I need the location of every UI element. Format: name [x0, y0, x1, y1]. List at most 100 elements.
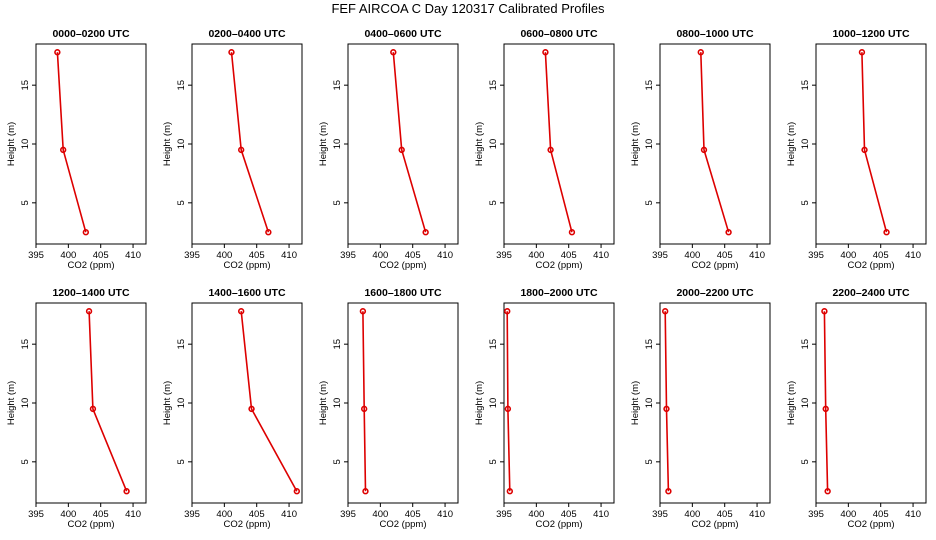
panel-1-plot-frame — [35, 43, 147, 245]
panel-1-xtick-label: 405 — [93, 250, 109, 261]
panel-12-ylabel: Height (m) — [786, 381, 797, 425]
panel-11-profile-line — [664, 311, 670, 492]
panel-11-xtick-label: 400 — [684, 509, 700, 520]
panel-1-profile-line — [56, 52, 87, 233]
panel-1-xtick-label: 395 — [28, 250, 44, 261]
panel-3-xtick-label: 405 — [405, 250, 421, 261]
panel-2-data-point — [228, 49, 235, 56]
panel-1-data-point — [54, 49, 61, 56]
panel-10-data-point — [504, 308, 511, 315]
panel-5-ytick-label: 5 — [644, 200, 655, 205]
panel-12-data-point — [824, 488, 831, 495]
panel-8-ytick-label: 10 — [176, 398, 187, 409]
panel-11-ytick-label: 15 — [644, 339, 655, 350]
panel-6-ylabel: Height (m) — [786, 122, 797, 166]
panel-8-xtick-label: 405 — [249, 509, 265, 520]
panel-12-ytick-label: 10 — [800, 398, 811, 409]
panel-8-title: 1400–1600 UTC — [208, 287, 285, 299]
panel-7-ytick-label: 10 — [20, 398, 31, 409]
panel-4-ytick-label: 15 — [488, 80, 499, 91]
panel-12-data-point — [821, 308, 828, 315]
panel-2-profile-line — [230, 52, 270, 233]
panel-6-plot-frame — [815, 43, 927, 245]
panel-12-xtick-label: 400 — [840, 509, 856, 520]
panel-11-data-point — [665, 488, 672, 495]
panel-11-data-point — [663, 405, 670, 413]
panel-3-data-point — [390, 49, 397, 56]
panel-11-plot-frame — [659, 302, 771, 504]
panel-12-xtick-label: 395 — [808, 509, 824, 520]
panel-6-xtick-label: 410 — [905, 250, 921, 261]
panel-10-plot-frame — [503, 302, 615, 504]
panel-6-data-point — [883, 229, 890, 236]
panel-12-xtick-label: 405 — [873, 509, 889, 520]
panel-4-xlabel: CO2 (ppm) — [536, 260, 583, 271]
panel-1-xtick-label: 400 — [60, 250, 76, 261]
panel-8-xtick-label: 400 — [216, 509, 232, 520]
panel-2-xtick-label: 405 — [249, 250, 265, 261]
panel-4-data-point — [542, 49, 549, 56]
panel-5-xtick-label: 410 — [749, 250, 765, 261]
panel-11-xtick-label: 405 — [717, 509, 733, 520]
panel-8-xtick-label: 410 — [281, 509, 297, 520]
panel-4-ytick-label: 5 — [488, 200, 499, 205]
panel-1-xtick-label: 410 — [125, 250, 141, 261]
panel-7-data-point — [89, 405, 97, 413]
panel-10-xtick-label: 405 — [561, 509, 577, 520]
panel-9-ylabel: Height (m) — [318, 381, 329, 425]
panel-7-data-point — [85, 308, 93, 315]
panel-6-profile-line — [861, 52, 888, 233]
panel-10-data-point — [506, 488, 514, 495]
panel-4-xtick-label: 395 — [496, 250, 512, 261]
panel-2-xtick-label: 410 — [281, 250, 297, 261]
panel-7-xtick-label: 395 — [28, 509, 44, 520]
panel-12-plot-frame — [815, 302, 927, 504]
panel-6-data-point — [861, 146, 868, 154]
panel-10-ylabel: Height (m) — [474, 381, 485, 425]
panel-12-title: 2200–2400 UTC — [832, 287, 909, 299]
panel-8-data-point — [248, 405, 255, 413]
panel-4-ylabel: Height (m) — [474, 122, 485, 166]
panel-4-xtick-label: 405 — [561, 250, 577, 261]
panel-9-ytick-label: 10 — [332, 398, 343, 409]
panel-3-profile-line — [392, 52, 427, 233]
panel-5-xtick-label: 405 — [717, 250, 733, 261]
panel-9-xtick-label: 395 — [340, 509, 356, 520]
panel-6-ytick-label: 5 — [800, 200, 811, 205]
panel-7-xtick-label: 405 — [93, 509, 109, 520]
panel-2-ylabel: Height (m) — [162, 122, 173, 166]
panel-7-data-point — [123, 488, 130, 495]
panel-3-ytick-label: 5 — [332, 200, 343, 205]
panel-6-xlabel: CO2 (ppm) — [848, 260, 895, 271]
panel-5-data-point — [697, 49, 704, 56]
panel-9-data-point — [359, 308, 367, 315]
panel-6-ytick-label: 15 — [800, 80, 811, 91]
panel-3-data-point — [398, 146, 405, 154]
panel-6-ytick-label: 10 — [800, 139, 811, 150]
panel-7-ylabel: Height (m) — [6, 381, 17, 425]
panel-1-data-point — [59, 146, 67, 154]
panel-4-data-point — [568, 229, 576, 236]
panel-2-plot-frame — [191, 43, 303, 245]
panel-6-title: 1000–1200 UTC — [832, 28, 909, 40]
panel-8-profile-line — [240, 311, 298, 492]
panel-3-data-point — [422, 229, 429, 236]
panel-5-plot-frame — [659, 43, 771, 245]
panel-8-data-point — [237, 308, 245, 315]
panel-3-title: 0400–0600 UTC — [364, 28, 441, 40]
panel-10-profile-line — [506, 311, 511, 492]
panel-11-title: 2000–2200 UTC — [676, 287, 753, 299]
panel-10-xtick-label: 400 — [528, 509, 544, 520]
panel-12-xtick-label: 410 — [905, 509, 921, 520]
panel-3-xlabel: CO2 (ppm) — [380, 260, 427, 271]
panel-5-xtick-label: 395 — [652, 250, 668, 261]
panel-11-xtick-label: 410 — [749, 509, 765, 520]
panel-10-xtick-label: 410 — [593, 509, 609, 520]
panel-5-title: 0800–1000 UTC — [676, 28, 753, 40]
panel-9-xtick-label: 405 — [405, 509, 421, 520]
panel-3-xtick-label: 395 — [340, 250, 356, 261]
panel-12-profile-line — [823, 311, 829, 492]
panel-12-xlabel: CO2 (ppm) — [848, 519, 895, 530]
panel-5-data-point — [700, 146, 708, 154]
panel-2-xtick-label: 395 — [184, 250, 200, 261]
